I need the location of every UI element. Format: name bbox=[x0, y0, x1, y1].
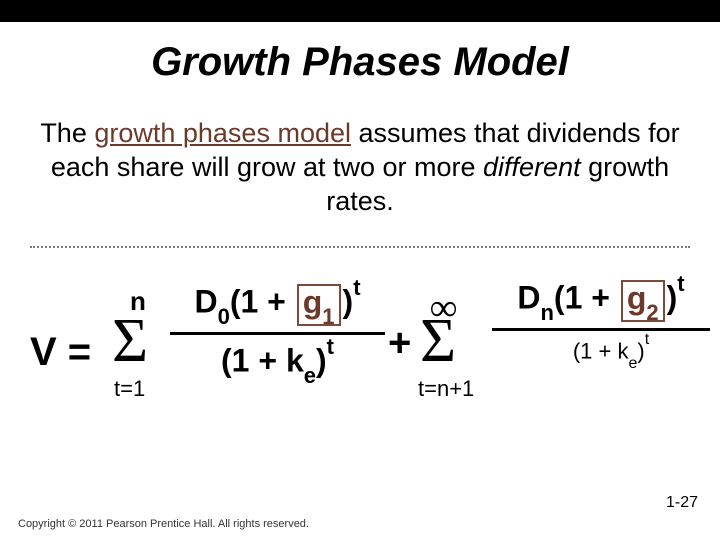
fraction-2: Dn(1 + g2)t (1 + ke)t bbox=[492, 278, 710, 368]
frac1-den-sup: t bbox=[327, 334, 334, 359]
frac2-open: (1 + bbox=[554, 280, 619, 316]
frac2-denominator: (1 + ke)t bbox=[492, 337, 710, 368]
copyright-text: Copyright © 2011 Pearson Prentice Hall. … bbox=[18, 518, 309, 530]
fraction-1: D0(1 + g1)t (1 + ke)t bbox=[170, 282, 385, 384]
frac1-open: (1 + bbox=[230, 284, 295, 320]
formula-lhs: V = bbox=[30, 330, 91, 375]
frac1-bar bbox=[170, 332, 385, 335]
frac2-den-sup: t bbox=[645, 331, 649, 348]
g2-g: g bbox=[627, 280, 647, 316]
sigma1: Σ bbox=[112, 310, 148, 372]
frac2-den-open: (1 + k bbox=[573, 339, 629, 364]
plus-sign: + bbox=[388, 321, 411, 366]
frac1-denominator: (1 + ke)t bbox=[170, 341, 385, 384]
frac1-close: ) bbox=[343, 284, 354, 320]
frac1-den-open: (1 + k bbox=[221, 343, 304, 379]
frac2-num-sup: t bbox=[677, 271, 684, 296]
body-prefix: The bbox=[40, 118, 94, 148]
d0-sub: 0 bbox=[218, 304, 230, 329]
slide-title: Growth Phases Model bbox=[0, 40, 720, 85]
frac2-bar bbox=[492, 328, 710, 331]
frac1-num-sup: t bbox=[353, 275, 360, 300]
page-number: 1-27 bbox=[666, 494, 698, 512]
g2-sub: 2 bbox=[646, 300, 658, 325]
frac2-den-close: ) bbox=[637, 339, 644, 364]
d0-d: D bbox=[194, 284, 217, 320]
g2-box: g2 bbox=[621, 280, 665, 322]
frac1-ke-sub: e bbox=[304, 363, 316, 388]
frac1-numerator: D0(1 + g1)t bbox=[170, 282, 385, 326]
frac1-den-close: ) bbox=[316, 343, 327, 379]
divider bbox=[30, 246, 690, 248]
body-paragraph: The growth phases model assumes that div… bbox=[40, 117, 680, 218]
dn-d: D bbox=[517, 280, 540, 316]
g1-box: g1 bbox=[297, 284, 341, 326]
sigma1-lower: t=1 bbox=[114, 376, 145, 402]
frac2-ke-sub: e bbox=[628, 355, 637, 372]
body-italic: different bbox=[483, 152, 581, 182]
top-bar bbox=[0, 0, 720, 22]
dn-sub: n bbox=[540, 300, 553, 325]
body-term: growth phases model bbox=[94, 118, 351, 148]
sigma2-lower: t=n+1 bbox=[418, 376, 474, 402]
formula: V = n Σ t=1 D0(1 + g1)t (1 + ke)t + ∞ Σ … bbox=[0, 276, 720, 446]
g1-g: g bbox=[303, 284, 323, 320]
frac2-numerator: Dn(1 + g2)t bbox=[492, 278, 710, 322]
sigma2: Σ bbox=[420, 310, 456, 372]
g1-sub: 1 bbox=[322, 304, 334, 329]
frac2-close: ) bbox=[667, 280, 678, 316]
